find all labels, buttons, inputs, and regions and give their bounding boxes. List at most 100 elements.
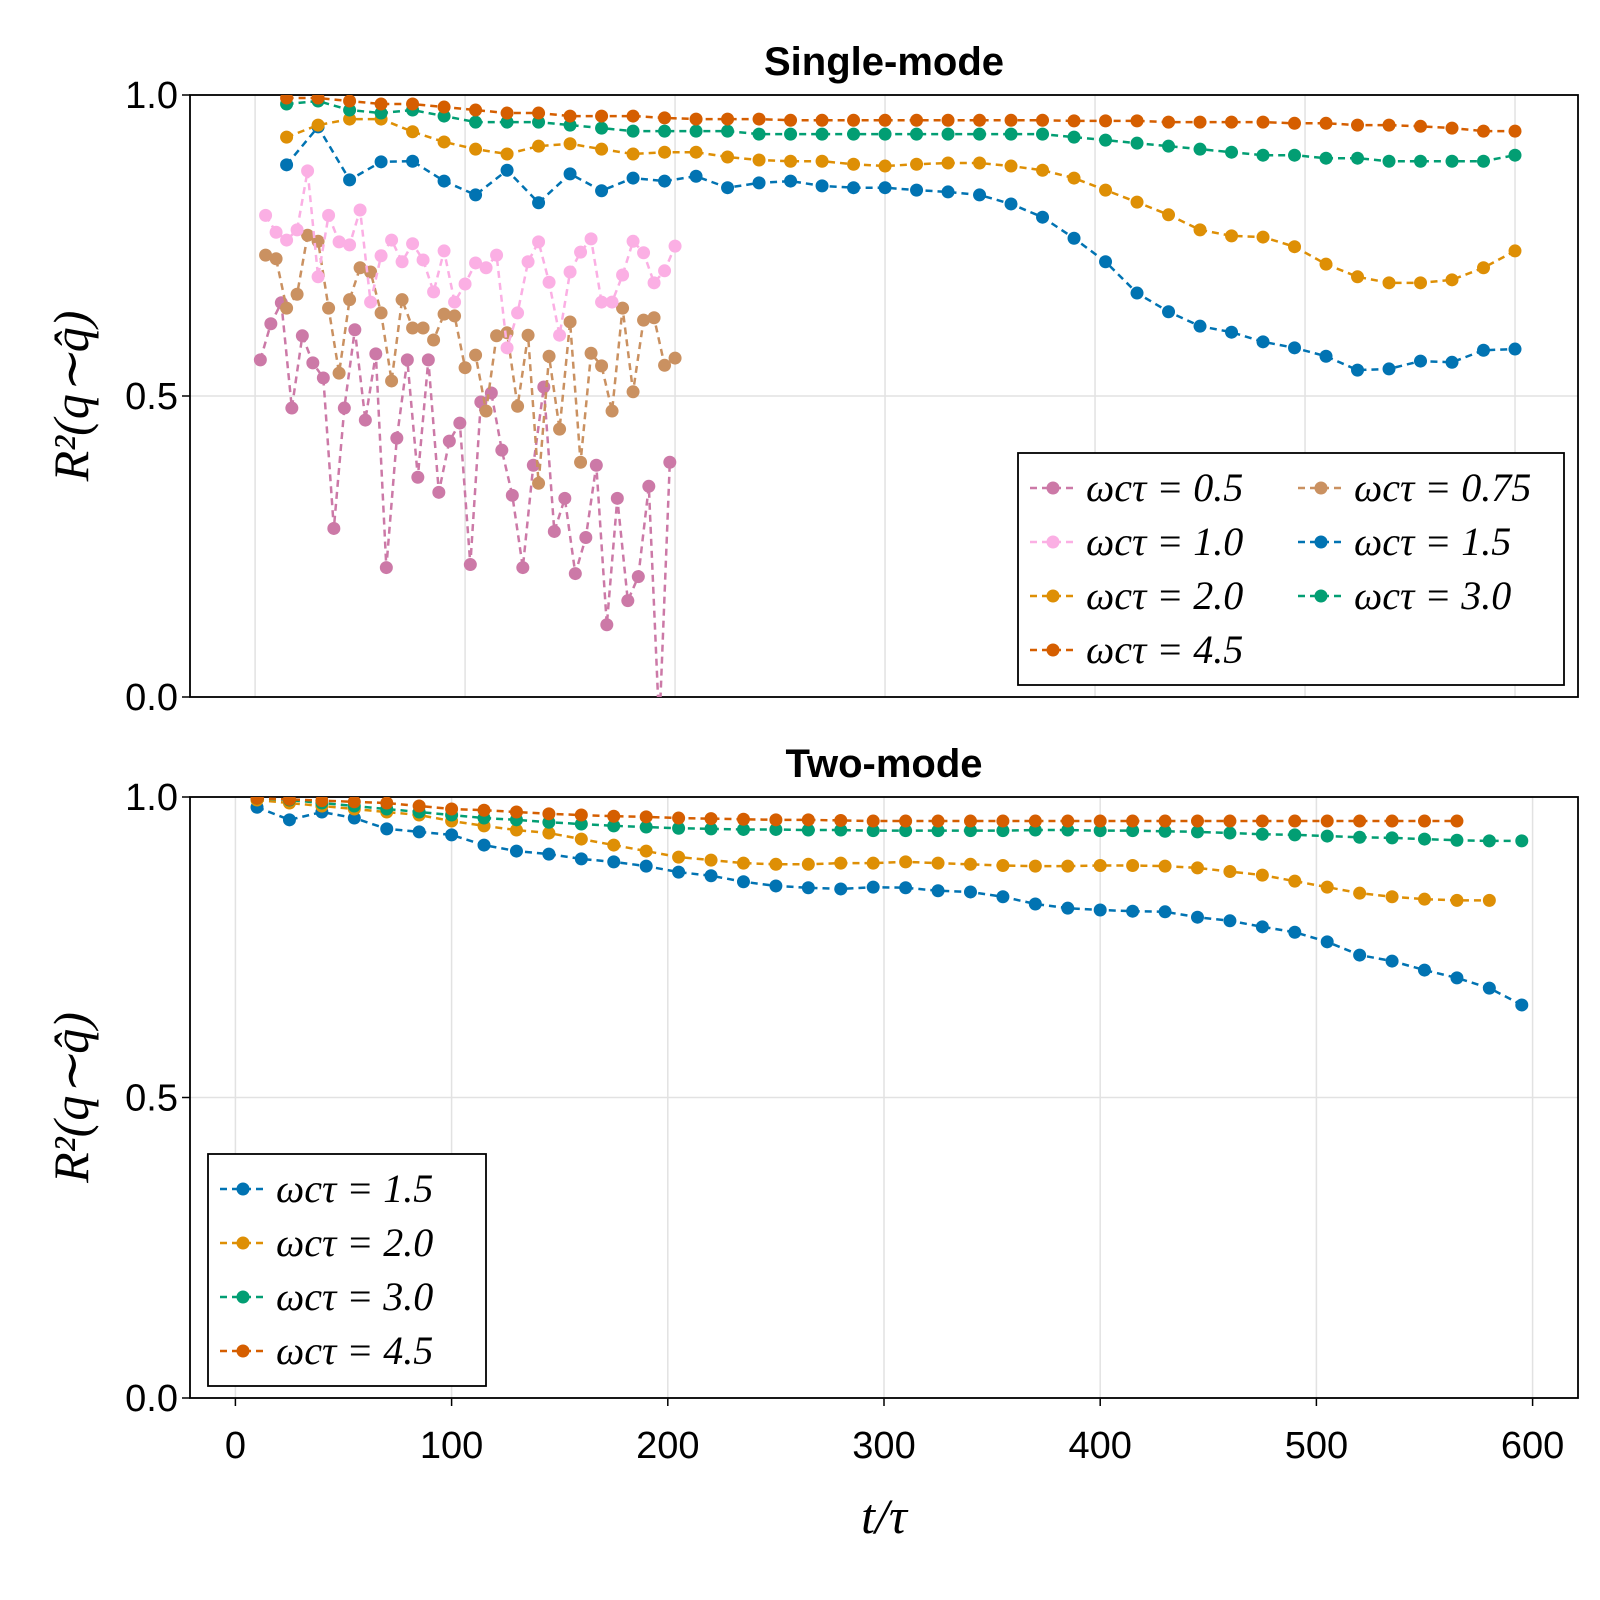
marker: [490, 329, 504, 343]
marker: [332, 235, 346, 249]
marker: [316, 371, 330, 385]
marker: [458, 277, 472, 291]
marker: [910, 127, 924, 141]
marker: [343, 293, 357, 307]
marker: [479, 404, 493, 418]
marker: [448, 309, 462, 323]
marker: [343, 238, 357, 252]
marker: [1351, 363, 1365, 377]
series-line: [259, 298, 672, 697]
marker: [1158, 905, 1172, 919]
legend-label: ωcτ = 4.5: [276, 1328, 433, 1373]
marker: [269, 225, 283, 239]
marker: [1004, 113, 1018, 127]
marker: [395, 255, 409, 269]
marker: [1036, 163, 1050, 177]
series: [259, 164, 682, 355]
marker: [1414, 354, 1428, 368]
marker: [1225, 325, 1239, 339]
marker: [1193, 115, 1207, 129]
marker: [469, 256, 483, 270]
marker: [704, 822, 718, 836]
marker: [1255, 868, 1269, 882]
marker: [315, 797, 329, 808]
marker: [259, 248, 273, 262]
marker: [1320, 880, 1334, 894]
marker: [322, 301, 336, 315]
series: [280, 120, 1522, 377]
marker: [395, 293, 409, 307]
marker: [290, 287, 304, 301]
series: [280, 95, 1522, 138]
marker: [899, 881, 913, 895]
marker: [469, 348, 483, 362]
marker: [931, 824, 945, 838]
marker: [941, 127, 955, 141]
marker: [542, 807, 556, 821]
marker: [374, 155, 388, 169]
marker: [595, 109, 609, 123]
marker: [1004, 197, 1018, 211]
marker: [1477, 261, 1491, 275]
marker: [621, 594, 635, 608]
marker: [259, 208, 273, 222]
marker: [1004, 159, 1018, 173]
marker: [385, 233, 399, 247]
marker: [574, 852, 588, 866]
marker: [553, 422, 567, 436]
marker: [1093, 814, 1107, 828]
marker: [973, 113, 987, 127]
marker: [1385, 954, 1399, 968]
x-tick-label: 100: [420, 1425, 483, 1467]
marker: [626, 109, 640, 123]
marker: [495, 443, 509, 457]
series: [280, 95, 1522, 168]
marker: [595, 142, 609, 156]
marker: [343, 112, 357, 126]
marker: [511, 399, 525, 413]
marker: [866, 814, 880, 828]
marker: [1382, 276, 1396, 290]
marker: [1288, 148, 1302, 162]
marker: [280, 95, 294, 105]
marker: [477, 803, 491, 817]
marker: [1445, 154, 1459, 168]
marker: [1482, 893, 1496, 907]
marker: [1288, 341, 1302, 355]
legend: ωcτ = 1.5 ωcτ = 2.0 ωcτ = 3.0 ωcτ = 4.5: [207, 1153, 487, 1387]
marker: [963, 857, 977, 871]
marker: [1099, 255, 1113, 269]
marker: [1351, 270, 1365, 284]
marker: [736, 822, 750, 836]
marker: [801, 813, 815, 827]
marker: [458, 361, 472, 375]
marker: [521, 255, 535, 269]
marker: [1382, 154, 1396, 168]
marker: [1162, 305, 1176, 319]
marker: [437, 244, 451, 258]
marker: [663, 455, 677, 469]
marker: [834, 856, 848, 870]
series: [259, 228, 682, 490]
marker: [353, 261, 367, 275]
marker: [1508, 342, 1522, 356]
marker: [343, 173, 357, 187]
marker: [769, 813, 783, 827]
marker: [374, 249, 388, 263]
marker: [469, 142, 483, 156]
marker: [311, 95, 325, 105]
marker: [1477, 124, 1491, 138]
marker: [306, 356, 320, 370]
marker: [453, 416, 467, 430]
marker: [500, 341, 514, 355]
marker: [269, 252, 283, 266]
marker: [847, 157, 861, 171]
marker: [1067, 171, 1081, 185]
legend-marker: [1046, 643, 1060, 657]
marker: [547, 524, 561, 538]
marker: [1225, 145, 1239, 159]
marker: [1193, 223, 1207, 237]
marker: [1385, 831, 1399, 845]
